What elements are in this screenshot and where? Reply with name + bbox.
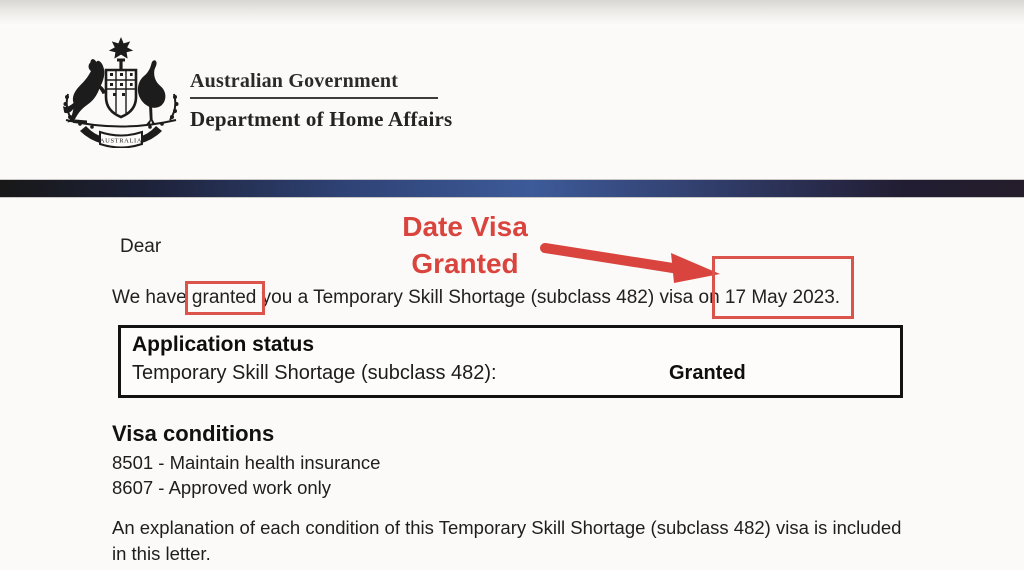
kangaroo-icon [63,59,105,123]
visa-grant-date: 17 May 2023. [724,287,841,308]
annotation-arrow-icon [540,243,720,283]
emu-icon [137,60,166,108]
callout-line-2: Granted [411,248,519,279]
department-title: Department of Home Affairs [190,107,453,131]
header-rule [190,97,438,99]
top-gradient-band [0,0,1024,26]
gradient-divider-bar [0,180,1024,197]
application-status-box: Application status Temporary Skill Short… [118,325,903,398]
highlighted-word-granted: granted [184,281,266,315]
government-title: Australian Government [190,70,399,92]
australian-coat-of-arms-icon: AUSTRALIA [63,37,179,148]
visa-conditions-heading: Visa conditions [112,421,275,446]
date-visa-granted-callout: Date Visa Granted [373,208,557,282]
coat-of-arms-banner-text: AUSTRALIA [100,138,142,145]
grant-sentence: We have granted you a Temporary Skill Sh… [112,256,855,319]
visa-conditions-list: 8501 - Maintain health insurance 8607 - … [112,451,380,500]
conditions-explanation: An explanation of each condition of this… [112,517,902,564]
visa-subclass-label: Temporary Skill Shortage (subclass 482): [132,362,497,384]
salutation: Dear [120,236,162,257]
visa-condition-item: 8501 - Maintain health insurance [112,452,381,473]
grant-sentence-middle: you a Temporary Skill Shortage (subclass… [256,287,725,308]
commonwealth-star-icon [108,37,134,59]
status-value: Granted [669,362,746,384]
visa-condition-item: 8607 - Approved work only [112,476,332,498]
application-status-row: Temporary Skill Shortage (subclass 482):… [132,362,889,385]
callout-line-1: Date Visa [402,211,528,242]
application-status-heading: Application status [132,333,315,356]
granted-word: granted [191,287,257,308]
grant-sentence-prefix: We have [112,287,192,308]
highlighted-date: 17 May 2023. [711,256,855,319]
